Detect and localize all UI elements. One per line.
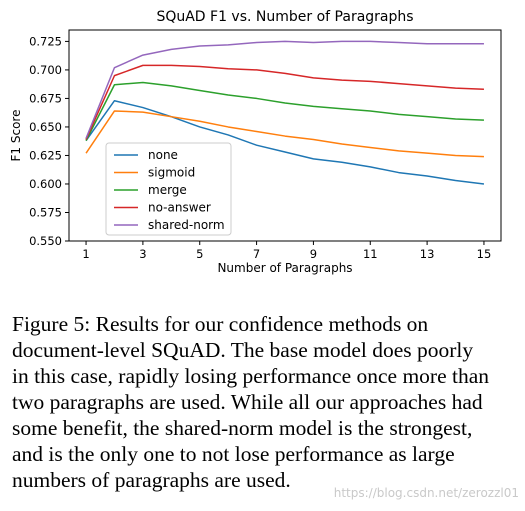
x-tick-label: 5: [196, 247, 203, 261]
y-tick-label: 0.575: [29, 205, 62, 219]
chart-title: SQuAD F1 vs. Number of Paragraphs: [156, 9, 413, 25]
legend-box: [105, 142, 232, 236]
x-tick-label: 3: [139, 247, 146, 261]
caption-line: document-level SQuAD. The base model doe…: [12, 338, 474, 362]
x-tick-label: 1: [82, 247, 89, 261]
y-tick-label: 0.725: [29, 34, 62, 48]
series-line-merge: [85, 81, 484, 141]
y-tick-label: 0.650: [29, 120, 62, 134]
caption-line: and is the only one to not lose performa…: [12, 442, 455, 466]
legend: none sigmoid merge no-answer shared-norm: [105, 142, 232, 236]
x-axis: 1 3 5 7 9 11 13 15: [82, 241, 491, 261]
legend-label: no-answer: [148, 201, 211, 215]
caption-line: Figure 5: Results for our confidence met…: [12, 312, 429, 336]
series-line-sigmoid: [85, 110, 484, 158]
series-line-shared-norm: [85, 40, 484, 139]
x-tick-label: 13: [420, 247, 435, 261]
x-tick-label: 15: [477, 247, 492, 261]
caption-line: some benefit, the shared-norm model is t…: [12, 416, 473, 440]
x-tick-label: 11: [363, 247, 378, 261]
figure-caption: Figure 5: Results for our confidence met…: [12, 311, 518, 493]
x-tick-label: 9: [310, 247, 317, 261]
legend-label: none: [148, 148, 178, 162]
y-axis-label: F1 Score: [9, 110, 23, 162]
x-axis-label: Number of Paragraphs: [217, 261, 352, 275]
plot-frame: [68, 29, 502, 242]
watermark: https://blog.csdn.net/zerozzl01: [333, 486, 519, 500]
legend-label: merge: [148, 183, 187, 197]
y-tick-label: 0.700: [29, 63, 62, 77]
plot-border: [68, 29, 502, 242]
series-line-no-answer: [85, 64, 484, 140]
y-tick-label: 0.675: [29, 91, 62, 105]
caption-line: two paragraphs are used. While all our a…: [12, 390, 483, 414]
legend-label: shared-norm: [148, 218, 225, 232]
y-tick-label: 0.550: [29, 234, 62, 248]
series-line-none: [85, 99, 485, 185]
caption-line: in this case, rapidly losing performance…: [12, 364, 490, 388]
y-axis: 0.550 0.575 0.600 0.625 0.650 0.675 0.700 0.725: [29, 34, 69, 248]
series-lines: [85, 40, 485, 185]
x-tick-label: 7: [253, 247, 260, 261]
caption-line: numbers of paragraphs are used.: [12, 468, 291, 492]
y-tick-label: 0.600: [29, 177, 62, 191]
legend-label: sigmoid: [148, 166, 195, 180]
y-tick-label: 0.625: [29, 148, 62, 162]
